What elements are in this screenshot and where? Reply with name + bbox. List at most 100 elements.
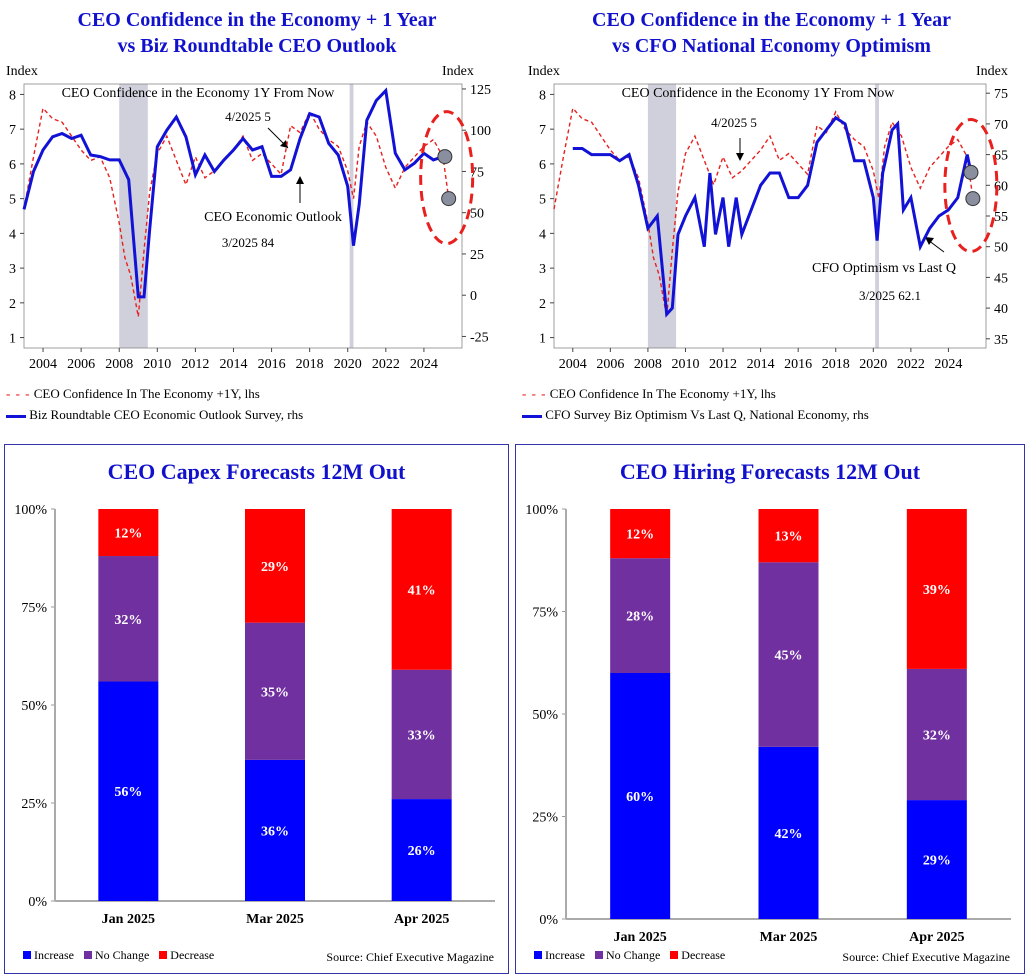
x-tick-label: 2014 — [219, 357, 247, 372]
bar-segment-increase — [391, 799, 452, 901]
left-tick-label: 8 — [539, 88, 546, 103]
x-tick-label: 2006 — [67, 357, 95, 372]
left-tick-label: 7 — [9, 123, 16, 138]
y-tick-label: 75% — [532, 606, 558, 621]
recession-band — [875, 84, 879, 348]
category-label: Mar 2025 — [760, 930, 818, 945]
left-tick-label: 5 — [9, 193, 16, 208]
x-tick-label: 2020 — [334, 357, 362, 372]
right-tick-label: 50 — [994, 241, 1008, 256]
series-annotation: CEO Confidence in the Economy 1Y From No… — [622, 86, 896, 101]
bar-segment-decrease — [758, 509, 819, 563]
left-tick-label: 1 — [9, 332, 16, 347]
x-tick-label: 2004 — [29, 357, 57, 372]
x-tick-label: 2022 — [372, 357, 400, 372]
x-tick-label: 2022 — [897, 357, 925, 372]
bar-segment-increase — [906, 800, 967, 919]
capex-source: Source: Chief Executive Magazine — [326, 950, 494, 964]
top-right-chart-panel: CEO Confidence in the Economy + 1 Year v… — [514, 0, 1029, 440]
y-tick-label: 50% — [21, 699, 47, 714]
y-tick-label: 0% — [539, 913, 558, 928]
right-tick-label: 100 — [470, 124, 491, 139]
highlight-point — [441, 191, 457, 207]
right-tick-label: 75 — [994, 87, 1008, 102]
bar-segment-no-change — [906, 668, 967, 801]
top-right-line-chart: Index Index CEO Confidence in the Econom… — [528, 64, 1008, 372]
hiring-source: Source: Chief Executive Magazine — [842, 950, 1010, 964]
rhs-name-annotation: CEO Economic Outlook — [204, 210, 342, 225]
x-tick-label: 2018 — [296, 357, 324, 372]
bar-segment-increase — [98, 681, 159, 901]
x-tick-label: 2024 — [934, 357, 962, 372]
left-tick-label: 3 — [539, 262, 546, 277]
bar-segment-decrease — [906, 509, 967, 669]
top-left-chart-panel: CEO Confidence in the Economy + 1 Year v… — [0, 0, 514, 440]
hiring-stacked-bar-chart: 0% 25% 50% 75% 100% 60% 28% 12% Jan 2025 42% 45% 13… — [525, 503, 1011, 945]
legend-lhs-label: CEO Confidence In The Economy +1Y, lhs — [549, 386, 776, 401]
category-label: Apr 2025 — [909, 930, 964, 945]
left-tick-label: 7 — [539, 123, 546, 138]
bar-segment-decrease — [245, 509, 305, 623]
x-tick-label: 2016 — [784, 357, 812, 372]
data-label: 29% — [923, 854, 951, 869]
x-tick-label: 2012 — [181, 357, 209, 372]
right-tick-label: 55 — [994, 210, 1008, 225]
left-tick-label: 2 — [9, 297, 16, 312]
left-tick-label: 6 — [539, 158, 546, 173]
data-label: 35% — [261, 685, 289, 700]
data-label: 12% — [626, 528, 654, 543]
data-label: 33% — [408, 728, 436, 743]
data-label: 60% — [626, 790, 654, 805]
bar-segment-no-change — [245, 622, 305, 760]
data-label: 56% — [114, 785, 142, 800]
rhs-series-line — [22, 87, 444, 299]
y-tick-label: 100% — [525, 503, 558, 518]
x-tick-label: 2012 — [709, 357, 737, 372]
bar-segment-decrease — [98, 509, 159, 557]
x-tick-label: 2006 — [596, 357, 624, 372]
x-tick-label: 2016 — [258, 357, 286, 372]
highlight-circle — [943, 118, 999, 254]
recession-band — [119, 84, 148, 348]
legend-increase: Increase — [534, 948, 585, 963]
plot-frame — [23, 83, 463, 349]
x-tick-label: 2024 — [410, 357, 438, 372]
right-axis-label: Index — [976, 64, 1008, 79]
rhs-point-annotation: 3/2025 84 — [222, 235, 275, 250]
capex-title: CEO Capex Forecasts 12M Out — [107, 459, 406, 484]
right-tick-label: 0 — [470, 289, 477, 304]
data-label: 29% — [261, 560, 289, 575]
category-label: Apr 2025 — [394, 912, 449, 927]
lhs-series-line — [553, 106, 974, 317]
hiring-legend: Increase No Change Decrease — [534, 948, 725, 963]
x-tick-label: 2004 — [559, 357, 587, 372]
bar-segment-no-change — [610, 558, 671, 673]
lhs-point-annotation: 4/2025 5 — [711, 115, 757, 130]
data-label: 32% — [923, 729, 951, 744]
legend-no-change: No Change — [83, 948, 149, 963]
data-label: 12% — [114, 527, 142, 542]
rhs-series-line — [572, 115, 973, 318]
right-tick-label: 65 — [994, 149, 1008, 164]
left-tick-label: 5 — [539, 193, 546, 208]
top-left-title-line2: vs Biz Roundtable CEO Outlook — [117, 35, 397, 57]
left-tick-label: 2 — [539, 297, 546, 312]
left-tick-label: 4 — [539, 227, 546, 242]
highlight-circle — [419, 110, 475, 246]
bar-segment-increase — [758, 746, 819, 919]
y-tick-label: 25% — [21, 797, 47, 812]
plot-frame — [553, 83, 987, 349]
hiring-title: CEO Hiring Forecasts 12M Out — [619, 459, 921, 484]
legend-increase: Increase — [23, 948, 74, 963]
x-tick-label: 2020 — [859, 357, 887, 372]
data-label: 36% — [261, 824, 289, 839]
arrow-lhs-head — [736, 153, 744, 161]
right-tick-label: 45 — [994, 271, 1008, 286]
data-label: 41% — [408, 583, 436, 598]
y-tick-label: 25% — [532, 811, 558, 826]
top-left-legend-lhs: - - - CEO Confidence In The Economy +1Y,… — [6, 386, 260, 401]
legend-decrease: Decrease — [670, 948, 725, 963]
x-tick-label: 2014 — [747, 357, 775, 372]
top-right-legend-lhs: - - - CEO Confidence In The Economy +1Y,… — [522, 386, 776, 401]
bar-segment-no-change — [98, 556, 159, 682]
